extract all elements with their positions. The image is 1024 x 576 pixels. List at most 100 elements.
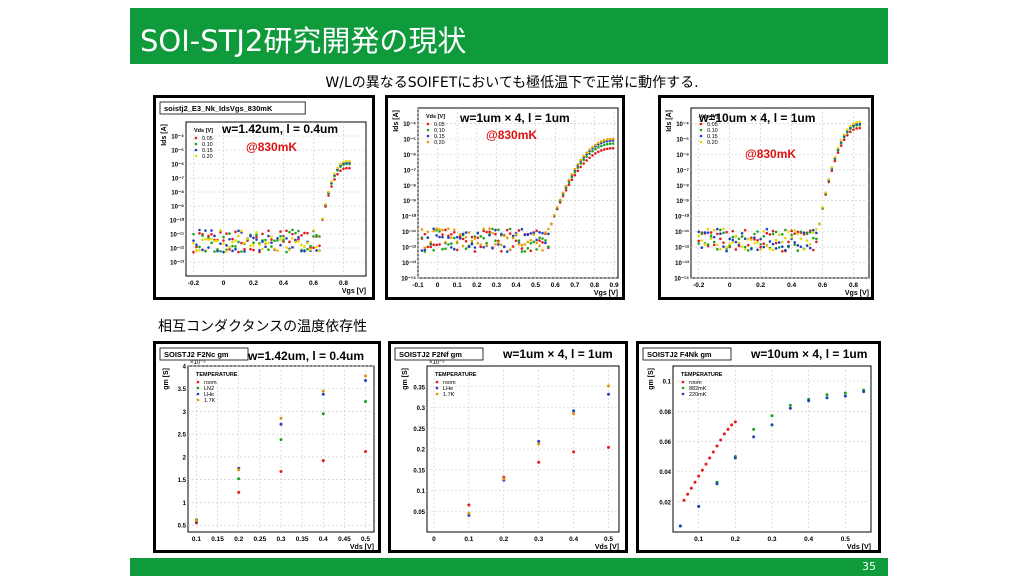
data-point — [482, 245, 485, 249]
x-axis-label: Vgs [V] — [594, 290, 618, 297]
panel-label: w=1um × 4, l = 1um — [460, 111, 570, 125]
data-point — [537, 440, 541, 444]
y-tick-label: 10⁻⁷ — [172, 177, 185, 183]
chart-title-box — [394, 347, 484, 361]
data-point — [285, 229, 288, 233]
data-point — [532, 231, 535, 234]
data-point — [608, 147, 612, 150]
legend-label: 220mK — [689, 392, 707, 398]
data-point — [195, 245, 198, 249]
data-point — [570, 178, 574, 182]
y-tick-label: 10⁻¹³ — [675, 260, 689, 267]
y-tick-label: 0.05 — [413, 510, 425, 516]
data-point — [802, 231, 806, 234]
data-point — [303, 231, 306, 235]
data-point — [420, 236, 424, 239]
data-point — [438, 243, 441, 246]
data-point — [327, 190, 330, 194]
data-point — [508, 248, 512, 251]
data-point — [438, 228, 441, 231]
y-tick-label: 10⁻⁵ — [171, 149, 184, 155]
data-point — [294, 231, 297, 235]
data-point — [500, 249, 503, 253]
data-point — [213, 234, 216, 238]
x-tick-label: 0.4 — [319, 536, 328, 543]
y-tick-label: 10⁻¹⁰ — [402, 214, 417, 221]
data-point — [243, 241, 246, 245]
legend-label: LN2 — [204, 386, 214, 392]
data-point — [237, 250, 240, 254]
data-point — [207, 238, 210, 241]
chart-title-box — [159, 347, 249, 361]
data-point — [746, 243, 750, 247]
data-point — [473, 235, 477, 238]
x-tick-label: -0.1 — [412, 282, 424, 289]
data-point — [520, 227, 524, 231]
chart-panel-gm-1: 0.1 0.15 0.2 0.25 0.3 0.35 0.4 0.45 0.5 0.5 1 1.5 2 2… — [153, 341, 381, 553]
data-point — [544, 231, 547, 234]
data-point — [611, 142, 615, 145]
data-point — [765, 227, 769, 231]
data-point — [781, 240, 784, 244]
legend-label: 0.20 — [707, 140, 718, 146]
data-point — [438, 235, 441, 239]
data-point — [303, 249, 306, 253]
data-point — [502, 245, 506, 248]
y-tick-label: 10⁻⁹ — [403, 199, 416, 205]
data-point — [529, 232, 533, 235]
data-point — [734, 240, 738, 244]
data-point — [294, 238, 297, 242]
data-point — [270, 241, 273, 244]
y-tick-label: 2 — [183, 455, 187, 461]
data-point — [201, 248, 204, 252]
data-point — [312, 235, 315, 238]
data-point — [824, 191, 827, 194]
chart-svg: -0.1 0 0.1 0.2 0.3 0.4 0.5 0.6 0.7 0.8 0.9 10⁻¹⁴ 10⁻… — [393, 107, 619, 297]
x-tick-label: 0.2 — [249, 280, 258, 287]
data-point — [833, 159, 837, 163]
data-point — [222, 242, 225, 246]
data-point — [467, 511, 471, 515]
data-point — [243, 247, 246, 251]
data-point — [852, 122, 855, 125]
y-tick-label: 10⁻⁹ — [676, 199, 689, 205]
data-point — [547, 232, 550, 236]
data-point — [491, 246, 494, 250]
page-number: 35 — [862, 560, 876, 573]
data-point — [770, 423, 774, 427]
y-tick-label: 10⁻⁴ — [676, 122, 689, 128]
y-tick-label: 10⁻⁸ — [403, 184, 416, 190]
data-point — [523, 243, 527, 246]
x-tick-label: 0.2 — [234, 536, 243, 543]
data-point — [607, 445, 611, 449]
x-tick-label: 0.4 — [279, 280, 288, 287]
data-point — [426, 230, 430, 234]
data-point — [420, 228, 424, 231]
data-point — [594, 143, 597, 147]
legend-marker — [196, 386, 200, 390]
data-point — [333, 172, 336, 176]
data-point — [267, 241, 270, 244]
data-point — [731, 238, 735, 242]
legend-marker — [681, 386, 685, 390]
data-point — [765, 244, 769, 248]
y-axis-label: Ids [A] — [393, 110, 400, 132]
data-point — [852, 128, 855, 131]
data-point — [709, 231, 713, 234]
data-point — [231, 240, 234, 244]
data-point — [432, 248, 435, 252]
data-point — [264, 245, 267, 249]
legend-marker — [426, 134, 430, 138]
data-point — [364, 374, 368, 378]
data-point — [285, 237, 288, 240]
data-point — [796, 232, 800, 236]
data-point — [345, 166, 348, 170]
legend-label: room — [443, 380, 456, 386]
data-point — [573, 173, 577, 177]
data-point — [608, 142, 612, 146]
data-point — [579, 165, 583, 169]
legend-label: 0.15 — [707, 134, 718, 140]
data-point — [750, 247, 753, 251]
data-point — [207, 246, 210, 249]
data-point — [585, 159, 588, 162]
